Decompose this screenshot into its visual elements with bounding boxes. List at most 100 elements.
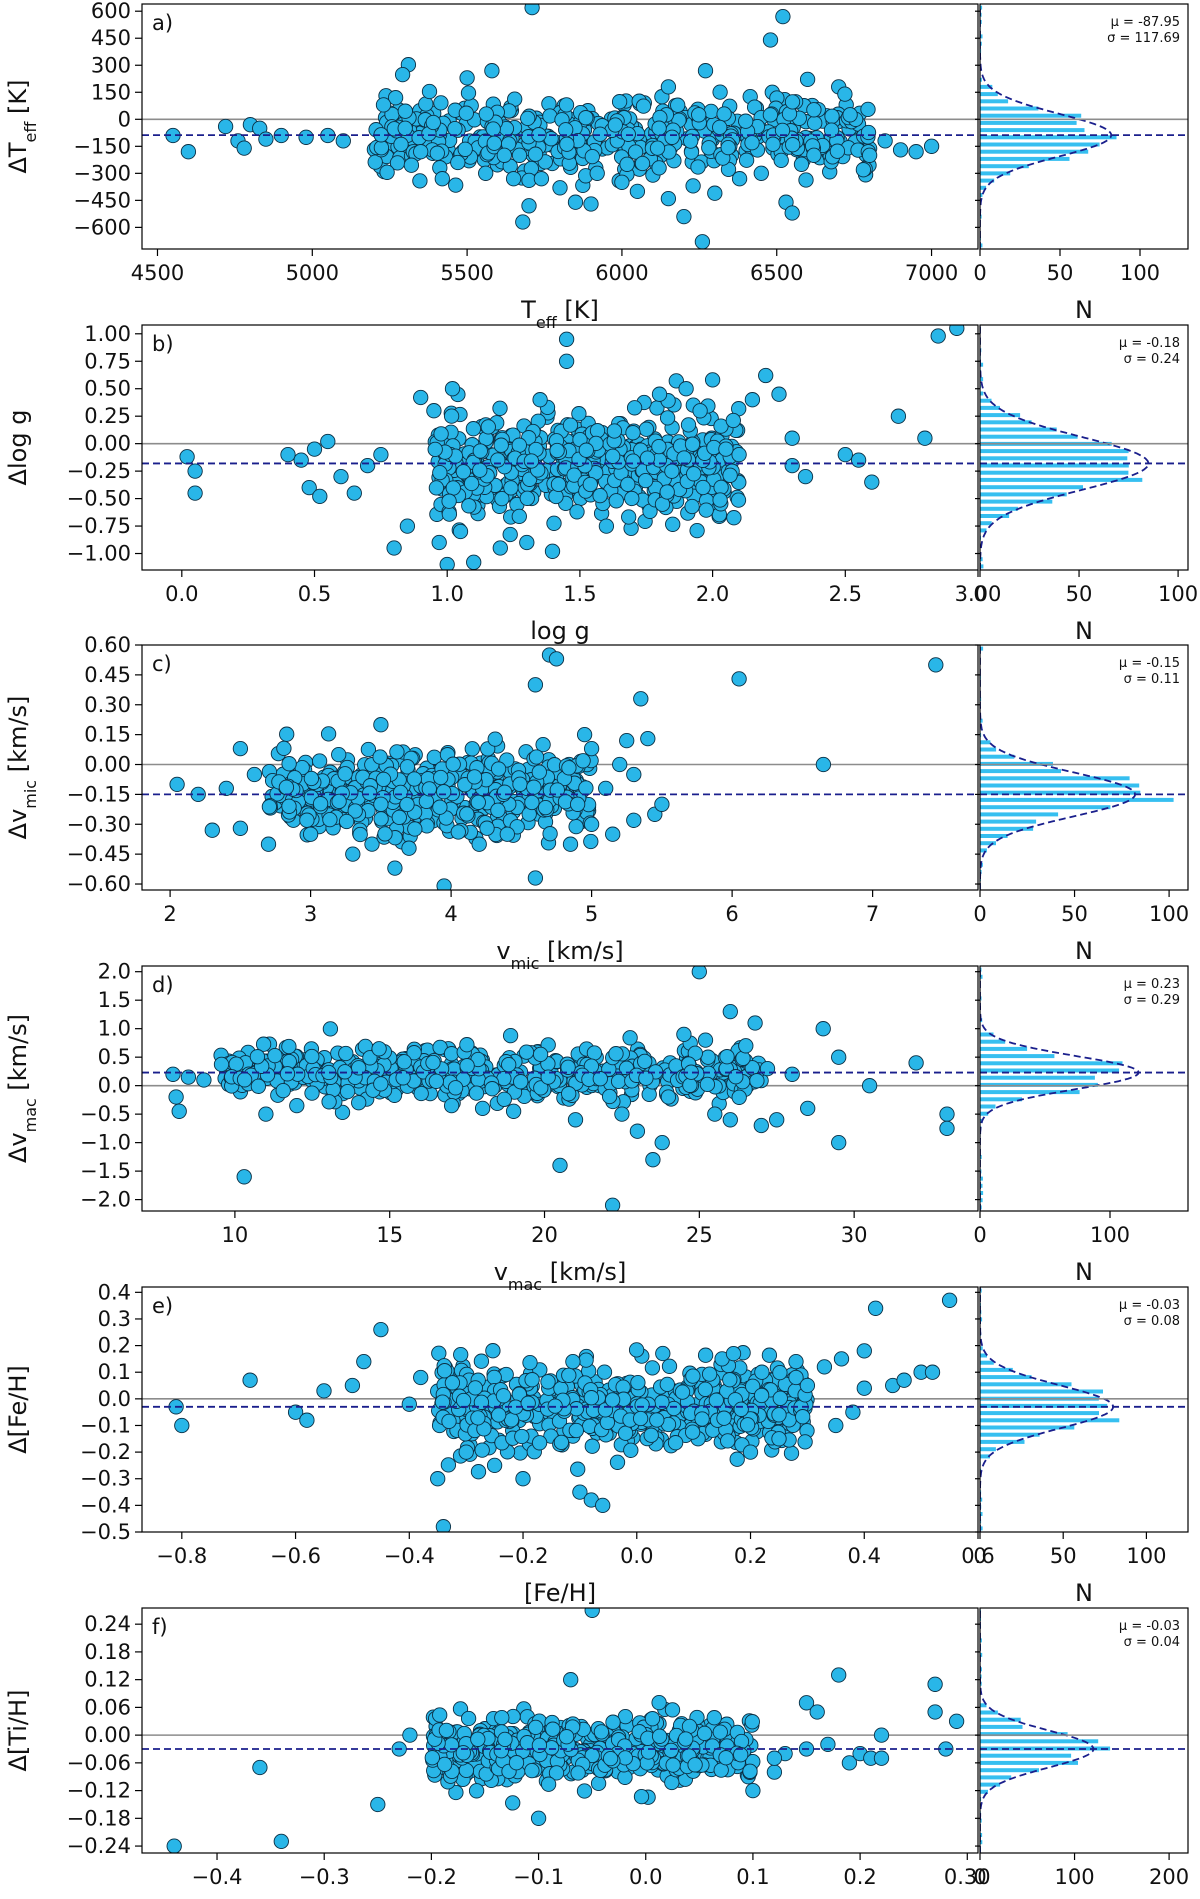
data-point bbox=[306, 441, 323, 457]
data-point bbox=[649, 140, 666, 156]
histogram-bar bbox=[980, 1191, 984, 1195]
data-point bbox=[346, 485, 362, 501]
data-point bbox=[661, 1358, 678, 1374]
histogram-bar bbox=[980, 1497, 983, 1502]
data-point bbox=[377, 826, 393, 842]
histogram-bar bbox=[980, 1739, 1099, 1744]
data-point bbox=[769, 1112, 785, 1128]
data-point bbox=[386, 540, 402, 556]
histogram-bar bbox=[980, 848, 987, 853]
data-point bbox=[712, 1724, 728, 1740]
data-point bbox=[621, 509, 637, 525]
x-axis-title: vmic [km/s] bbox=[496, 937, 623, 973]
y-tick-label: 1.5 bbox=[98, 988, 131, 1012]
y-tick-label: 0.15 bbox=[84, 723, 131, 747]
data-point bbox=[927, 1704, 943, 1720]
y-tick-label: 0.45 bbox=[84, 663, 131, 687]
data-point bbox=[501, 1056, 517, 1073]
histogram-bar bbox=[980, 740, 991, 745]
data-point bbox=[218, 780, 234, 797]
data-point bbox=[824, 108, 840, 124]
data-point bbox=[908, 1055, 924, 1071]
sigma-stat: σ = 0.08 bbox=[1124, 1314, 1180, 1329]
histogram bbox=[980, 4, 1188, 249]
data-point bbox=[301, 479, 317, 496]
data-point bbox=[174, 1417, 190, 1434]
y-tick-label: 150 bbox=[91, 80, 131, 104]
data-point bbox=[495, 1388, 512, 1404]
data-point bbox=[614, 1106, 630, 1122]
data-point bbox=[645, 1152, 661, 1168]
data-point bbox=[311, 753, 328, 769]
data-point bbox=[595, 1497, 611, 1514]
gaussian-fit bbox=[980, 645, 1137, 890]
scatter-frame bbox=[141, 1286, 979, 1533]
data-point bbox=[930, 328, 946, 344]
data-point bbox=[375, 771, 392, 788]
data-point bbox=[505, 1103, 522, 1119]
data-point bbox=[299, 1412, 315, 1428]
data-point bbox=[490, 452, 506, 468]
histogram-bar bbox=[980, 1375, 1032, 1380]
hist-x-tick-label: 0 bbox=[973, 1865, 986, 1889]
data-point bbox=[712, 492, 728, 508]
histogram-bar bbox=[980, 1367, 1013, 1372]
data-point bbox=[180, 1069, 197, 1085]
data-point bbox=[496, 147, 512, 163]
data-point bbox=[232, 820, 249, 836]
data-point bbox=[775, 8, 791, 25]
data-point bbox=[626, 812, 642, 828]
data-point bbox=[749, 1073, 765, 1089]
data-point bbox=[684, 1424, 701, 1440]
data-point bbox=[298, 129, 314, 145]
data-point bbox=[413, 1085, 429, 1102]
histogram-bar bbox=[980, 1039, 1006, 1044]
data-point bbox=[320, 726, 337, 742]
data-point bbox=[187, 463, 203, 479]
histogram-bar bbox=[980, 1732, 1068, 1737]
data-point bbox=[690, 159, 706, 175]
histogram-bar bbox=[980, 113, 1082, 118]
histogram-bar bbox=[980, 769, 1061, 774]
data-point bbox=[470, 1464, 487, 1480]
data-point bbox=[548, 651, 565, 667]
y-tick-label: 1.0 bbox=[98, 1017, 131, 1041]
scatter-frame bbox=[141, 644, 979, 891]
data-point bbox=[637, 1053, 653, 1070]
data-point bbox=[528, 749, 545, 765]
data-point bbox=[567, 194, 584, 210]
x-tick-label: −0.3 bbox=[299, 1865, 350, 1889]
histogram bbox=[980, 1287, 1188, 1532]
data-point bbox=[608, 1046, 624, 1062]
histogram-bar bbox=[980, 1439, 1025, 1444]
panel-a: 4500 5000 5500 6000 6500 7000 600 450 300 150 0 −15… bbox=[4, 0, 1189, 332]
data-point bbox=[486, 135, 502, 151]
data-point bbox=[393, 136, 409, 153]
data-point bbox=[785, 137, 801, 153]
data-point bbox=[864, 474, 880, 490]
data-point bbox=[738, 1038, 754, 1054]
data-point bbox=[605, 826, 621, 842]
y-tick-label: −0.06 bbox=[67, 1751, 131, 1775]
data-point bbox=[712, 119, 728, 136]
data-point bbox=[856, 1343, 872, 1359]
data-point bbox=[560, 1059, 576, 1075]
data-point bbox=[470, 1731, 486, 1747]
data-point bbox=[532, 1046, 549, 1063]
data-point bbox=[373, 1321, 389, 1338]
data-point bbox=[664, 1702, 681, 1718]
histogram-bar bbox=[980, 413, 1021, 418]
data-point bbox=[605, 1714, 621, 1730]
data-point bbox=[685, 1368, 701, 1384]
data-point bbox=[593, 1724, 610, 1740]
data-point bbox=[464, 741, 480, 757]
histogram-bar bbox=[980, 1717, 1021, 1722]
histogram-bar bbox=[980, 1183, 983, 1188]
data-point bbox=[373, 717, 389, 733]
hist-x-tick-label: 0 bbox=[973, 1544, 986, 1568]
data-point bbox=[590, 1775, 607, 1792]
histogram-bar bbox=[980, 1775, 1012, 1780]
data-point bbox=[678, 381, 694, 397]
data-point bbox=[373, 811, 389, 827]
histogram-bar bbox=[980, 1667, 982, 1672]
